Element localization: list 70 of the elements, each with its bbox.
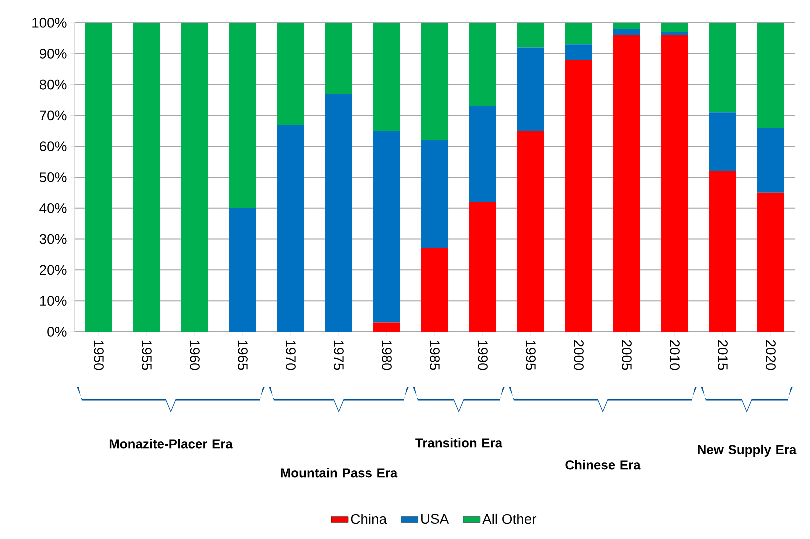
bar [278, 22, 305, 125]
y-tick-label: 20% [40, 265, 67, 276]
bar [182, 22, 209, 332]
bar [230, 208, 257, 332]
bar [326, 94, 353, 332]
bar [758, 192, 785, 332]
y-tick-label: 90% [40, 48, 67, 59]
bar [566, 22, 593, 45]
bar [518, 131, 545, 332]
x-tick-label: 2015 [718, 340, 728, 370]
bar [662, 22, 689, 32]
x-tick-label: 1980 [382, 340, 392, 370]
bar [470, 202, 497, 332]
bar [374, 131, 401, 323]
bar [518, 48, 545, 132]
bar [134, 22, 161, 332]
x-tick-label: 1965 [238, 340, 248, 370]
bar [566, 44, 593, 60]
bar [470, 106, 497, 202]
x-tick-label: 2020 [766, 340, 776, 370]
x-tick-label: 1960 [190, 340, 200, 370]
bar [422, 248, 449, 332]
x-tick-label: 2010 [670, 340, 680, 370]
x-tick-label: 1955 [142, 340, 152, 370]
bar [614, 29, 641, 36]
bar [758, 22, 785, 128]
bar [278, 124, 305, 332]
x-tick-label: 2005 [622, 340, 632, 370]
legend-label: China [351, 514, 388, 524]
text: Chinese Era [566, 460, 641, 470]
legend-label: USA [422, 514, 450, 524]
bar [662, 32, 689, 36]
bar [326, 22, 353, 94]
legend-label: All Other [482, 514, 537, 524]
x-tick-label: 1990 [478, 340, 488, 370]
y-tick-label: 60% [40, 142, 67, 152]
y-tick-label: 40% [40, 203, 67, 214]
bar [518, 22, 545, 48]
y-tick-label: 100% [32, 18, 67, 28]
bar [374, 22, 401, 132]
bar [662, 35, 689, 332]
y-tick-label: 70% [40, 110, 67, 121]
bar [710, 22, 737, 113]
bar [758, 128, 785, 193]
bar [710, 171, 737, 332]
bar [374, 322, 401, 332]
bar [422, 22, 449, 140]
bar [230, 22, 257, 208]
x-tick-label: 2000 [574, 340, 584, 370]
bar [86, 22, 113, 332]
y-tick-label: 0% [48, 327, 67, 337]
x-tick-label: 1975 [334, 340, 344, 370]
y-tick-label: 50% [40, 172, 67, 182]
y-tick-label: 80% [40, 80, 67, 90]
y-tick-label: 10% [40, 296, 67, 306]
y-tick-label: 30% [40, 234, 67, 244]
bar [614, 35, 641, 332]
x-tick-label: 1985 [430, 340, 440, 370]
x-tick-label: 1970 [286, 340, 296, 370]
bar [422, 140, 449, 249]
text: Mountain Pass Era [281, 468, 398, 478]
bar [566, 60, 593, 332]
text: Monazite-Placer Era [110, 439, 233, 449]
bar [710, 112, 737, 172]
text: New Supply Era [698, 444, 797, 458]
bar [614, 22, 641, 30]
bar [470, 22, 497, 106]
x-tick-label: 1995 [526, 340, 536, 370]
text: Transition Era [416, 438, 503, 448]
x-tick-label: 1950 [94, 340, 104, 370]
